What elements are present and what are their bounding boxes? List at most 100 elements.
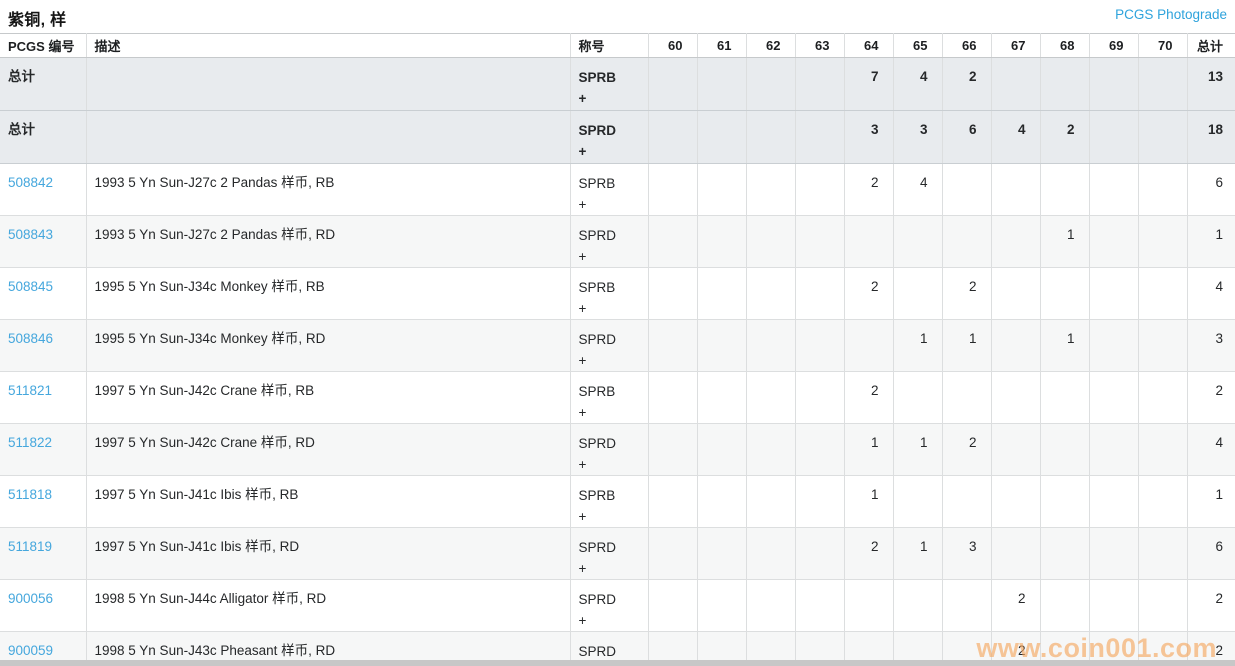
designation-text: SPRB bbox=[578, 488, 616, 503]
grade-70-count-cell bbox=[1138, 57, 1188, 111]
designation-text: + bbox=[578, 91, 587, 106]
grade-66-count-cell: 3 bbox=[942, 527, 992, 580]
grade-69-count-cell bbox=[1089, 423, 1139, 476]
pcgs-number-link[interactable]: 508843 bbox=[8, 227, 54, 242]
grade-69-count-cell bbox=[1089, 163, 1139, 216]
grade-67-count-cell bbox=[991, 267, 1041, 320]
horizontal-scrollbar[interactable] bbox=[0, 660, 1235, 666]
pcgs-number-link[interactable]: 900059 bbox=[8, 643, 54, 658]
grade-62-count-cell bbox=[746, 319, 796, 372]
grade-61-count-cell bbox=[697, 371, 747, 424]
grade-63-count-cell bbox=[795, 423, 845, 476]
grade-63-count-cell bbox=[795, 57, 845, 111]
grade-65-count-cell: 4 bbox=[893, 57, 943, 111]
row-total-cell: 4 bbox=[1187, 267, 1235, 320]
header-grade-67: 67 bbox=[991, 33, 1041, 58]
description-cell: 1997 5 Yn Sun-J41c Ibis 样币, RD bbox=[86, 527, 571, 580]
grade-60-count-cell bbox=[648, 57, 698, 111]
grade-60-count-cell bbox=[648, 110, 698, 164]
grade-66-count-cell: 2 bbox=[942, 267, 992, 320]
table-row: 900056 1998 5 Yn Sun-J44c Alligator 样币, R… bbox=[0, 579, 1235, 632]
description-cell: 1997 5 Yn Sun-J42c Crane 样币, RD bbox=[86, 423, 571, 476]
grade-69-count-cell bbox=[1089, 527, 1139, 580]
table-row: 511819 1997 5 Yn Sun-J41c Ibis 样币, RD SPRD… bbox=[0, 527, 1235, 580]
grade-68-count-cell bbox=[1040, 163, 1090, 216]
pcgs-number-cell: 511819 bbox=[0, 527, 87, 580]
designation-text: + bbox=[578, 613, 587, 628]
grade-64-count-cell: 2 bbox=[844, 371, 894, 424]
grade-61-count-cell bbox=[697, 215, 747, 268]
grade-61-count-cell bbox=[697, 475, 747, 528]
grade-65-count-cell: 1 bbox=[893, 527, 943, 580]
grade-60-count-cell bbox=[648, 319, 698, 372]
table-row: 511821 1997 5 Yn Sun-J42c Crane 样币, RB SPR… bbox=[0, 371, 1235, 424]
grade-70-count-cell bbox=[1138, 527, 1188, 580]
pcgs-number-link[interactable]: 511822 bbox=[8, 435, 53, 450]
grade-64-count-cell bbox=[844, 579, 894, 632]
pcgs-number-link[interactable]: 508845 bbox=[8, 279, 54, 294]
pcgs-number-link[interactable]: 508846 bbox=[8, 331, 54, 346]
designation-cell: SPRD + bbox=[570, 215, 649, 268]
grade-67-count-cell bbox=[991, 527, 1041, 580]
pcgs-number-link[interactable]: 511821 bbox=[8, 383, 53, 398]
description-cell bbox=[86, 57, 571, 111]
grade-68-count-cell: 1 bbox=[1040, 319, 1090, 372]
pcgs-number-link[interactable]: 900056 bbox=[8, 591, 54, 606]
grade-68-count-cell: 1 bbox=[1040, 215, 1090, 268]
grade-63-count-cell bbox=[795, 371, 845, 424]
grade-61-count-cell bbox=[697, 423, 747, 476]
designation-text: + bbox=[578, 301, 587, 316]
grade-64-count-cell: 1 bbox=[844, 423, 894, 476]
table-row: 511822 1997 5 Yn Sun-J42c Crane 样币, RD SPR… bbox=[0, 423, 1235, 476]
grade-61-count-cell bbox=[697, 57, 747, 111]
designation-cell: SPRD + bbox=[570, 423, 649, 476]
grade-65-count-cell: 1 bbox=[893, 319, 943, 372]
grade-67-count-cell bbox=[991, 163, 1041, 216]
grade-66-count-cell bbox=[942, 579, 992, 632]
row-total-cell: 2 bbox=[1187, 371, 1235, 424]
row-total-cell: 1 bbox=[1187, 475, 1235, 528]
pcgs-number-cell: 508845 bbox=[0, 267, 87, 320]
pcgs-number-link[interactable]: 511819 bbox=[8, 539, 53, 554]
description-cell: 1998 5 Yn Sun-J44c Alligator 样币, RD bbox=[86, 579, 571, 632]
designation-text: SPRD bbox=[578, 123, 617, 138]
grade-66-count-cell bbox=[942, 215, 992, 268]
designation-text: + bbox=[578, 249, 587, 264]
pcgs-number-link[interactable]: 511818 bbox=[8, 487, 53, 502]
grade-68-count-cell bbox=[1040, 527, 1090, 580]
grade-65-count-cell bbox=[893, 215, 943, 268]
designation-cell: SPRD + bbox=[570, 319, 649, 372]
pcgs-number-cell: 511822 bbox=[0, 423, 87, 476]
grade-70-count-cell bbox=[1138, 423, 1188, 476]
grade-67-count-cell bbox=[991, 423, 1041, 476]
designation-text: + bbox=[578, 353, 587, 368]
grade-63-count-cell bbox=[795, 579, 845, 632]
header-grade-65: 65 bbox=[893, 33, 943, 58]
grade-66-count-cell: 2 bbox=[942, 423, 992, 476]
designation-text: + bbox=[578, 561, 587, 576]
designation-text: + bbox=[578, 197, 587, 212]
pcgs-photograde-link[interactable]: PCGS Photograde bbox=[1115, 7, 1227, 22]
designation-text: SPRB bbox=[578, 384, 616, 399]
grade-65-count-cell bbox=[893, 267, 943, 320]
grade-60-count-cell bbox=[648, 579, 698, 632]
grade-63-count-cell bbox=[795, 163, 845, 216]
grade-61-count-cell bbox=[697, 267, 747, 320]
pcgs-number-link[interactable]: 508842 bbox=[8, 175, 54, 190]
description-cell: 1993 5 Yn Sun-J27c 2 Pandas 样币, RB bbox=[86, 163, 571, 216]
designation-text: SPRD bbox=[578, 644, 617, 659]
row-total-cell: 1 bbox=[1187, 215, 1235, 268]
grade-60-count-cell bbox=[648, 267, 698, 320]
grade-62-count-cell bbox=[746, 163, 796, 216]
grade-61-count-cell bbox=[697, 110, 747, 164]
table-header: PCGS 编号 描述 称号 60 61 62 63 64 65 66 67 68 69 70 总计 bbox=[0, 33, 1235, 58]
grade-66-count-cell: 2 bbox=[942, 57, 992, 111]
grade-67-count-cell bbox=[991, 371, 1041, 424]
header-grade-63: 63 bbox=[795, 33, 845, 58]
header-pcgs-number: PCGS 编号 bbox=[0, 33, 87, 58]
grade-65-count-cell bbox=[893, 475, 943, 528]
page-title: 紫铜, 样 bbox=[8, 12, 67, 29]
designation-cell: SPRD + bbox=[570, 579, 649, 632]
grade-65-count-cell: 1 bbox=[893, 423, 943, 476]
grade-66-count-cell: 6 bbox=[942, 110, 992, 164]
